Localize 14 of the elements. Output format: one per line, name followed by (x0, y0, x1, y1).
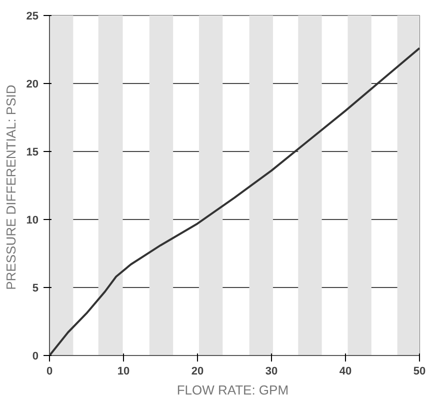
y-axis-title: PRESSURE DIFFERENTIAL: PSID (3, 84, 18, 290)
y-tick-label: 0 (32, 350, 39, 362)
y-tick-label: 5 (32, 282, 39, 294)
y-tick-label: 25 (26, 10, 39, 22)
x-axis-title: FLOW RATE: GPM (176, 382, 289, 398)
y-tick-label: 20 (26, 78, 39, 90)
y-tick-label: 10 (26, 214, 39, 226)
x-tick-label: 20 (191, 366, 204, 378)
x-tick-label: 40 (339, 366, 352, 378)
x-tick-label: 30 (265, 366, 278, 378)
x-tick-label: 0 (46, 366, 53, 378)
x-tick-label: 50 (413, 366, 426, 378)
y-tick-label: 15 (26, 146, 39, 158)
x-tick-label: 10 (117, 366, 130, 378)
